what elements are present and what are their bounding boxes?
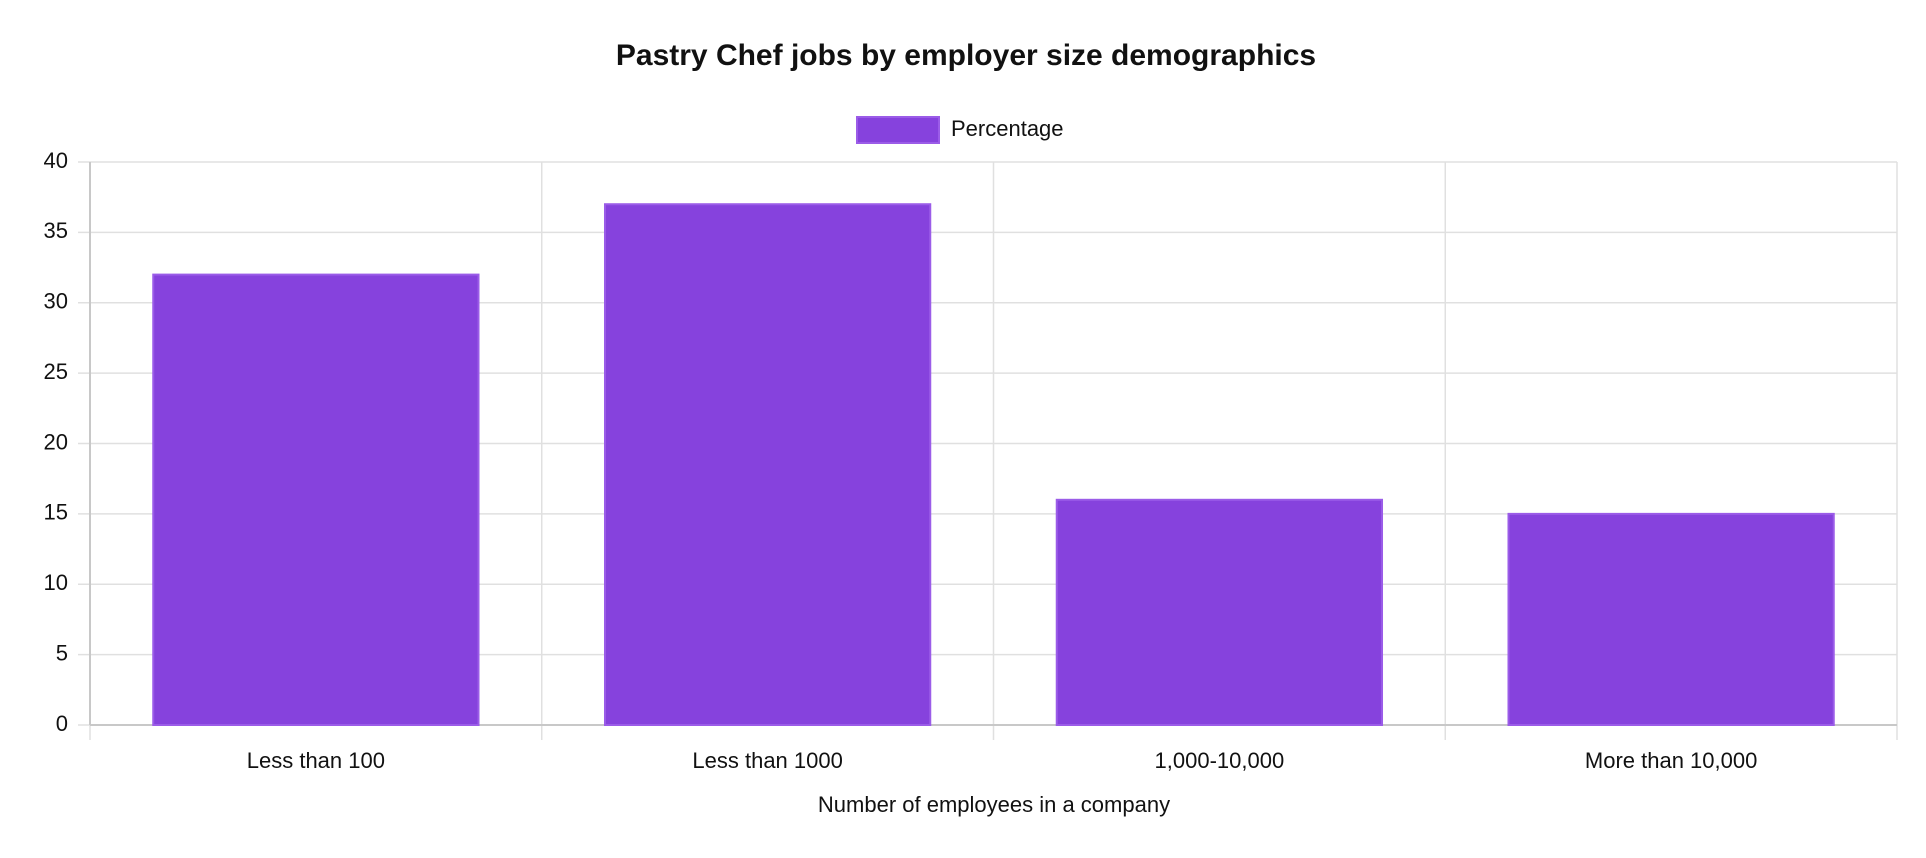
bar <box>1507 512 1835 726</box>
y-tick-label: 25 <box>44 359 68 384</box>
y-tick-label: 20 <box>44 429 68 454</box>
bar <box>1055 498 1384 726</box>
y-tick-label: 10 <box>44 570 68 595</box>
y-tick-label: 40 <box>44 148 68 173</box>
chart-title: Pastry Chef jobs by employer size demogr… <box>616 39 1316 72</box>
y-tick-label: 15 <box>44 500 68 525</box>
x-tick-label: 1,000-10,000 <box>1155 748 1285 773</box>
x-axis-title: Number of employees in a company <box>818 792 1170 817</box>
y-tick-label: 30 <box>44 289 68 314</box>
bar <box>603 203 932 727</box>
x-tick-label: Less than 1000 <box>692 748 842 773</box>
bar <box>152 273 480 726</box>
legend-swatch <box>856 116 940 144</box>
legend-label: Percentage <box>951 116 1064 141</box>
y-tick-label: 0 <box>56 711 68 736</box>
y-tick-label: 35 <box>44 218 68 243</box>
y-tick-label: 5 <box>56 640 68 665</box>
x-tick-label: Less than 100 <box>247 748 385 773</box>
x-tick-label: More than 10,000 <box>1585 748 1757 773</box>
